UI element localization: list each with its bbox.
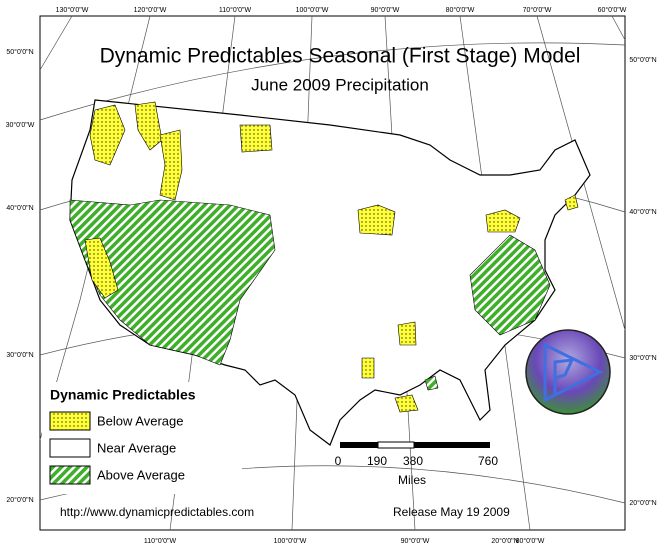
scale-label: 190 (367, 454, 387, 468)
graticule-labels: 130°0'0"W 120°0'0"W 110°0'0"W 100°0'0"W 90°0… (6, 6, 657, 545)
graticule-label: 20°0'0"N (6, 496, 33, 504)
graticule-label: 120°0'0"W (134, 6, 167, 14)
graticule-label: 40°0'0"N (6, 204, 33, 212)
legend: Dynamic Predictables Below Average Near … (42, 382, 242, 494)
graticule-label: 100°0'0"W (274, 537, 307, 545)
footer-release: Release May 19 2009 (393, 505, 510, 519)
footer-url: http://www.dynamicpredictables.com (60, 505, 254, 519)
legend-swatch (49, 438, 91, 458)
graticule-label: 50°0'0"N (629, 56, 656, 64)
graticule-label: 20°0'0"N (491, 537, 518, 545)
scale-bar: 0 190 380 760 Miles (335, 441, 498, 487)
legend-swatch (49, 411, 91, 431)
graticule-label: 80°0'0"W (446, 6, 475, 14)
graticule-label: 70°0'0"W (523, 6, 552, 14)
scale-segment (414, 442, 490, 448)
graticule-label: 100°0'0"W (296, 6, 329, 14)
logo-letter (553, 358, 575, 395)
legend-label: Above Average (97, 467, 185, 482)
graticule-label: 20°0'0"N (629, 499, 656, 507)
graticule-label: 60°0'0"W (598, 6, 627, 14)
graticule-label: 30°0'0"N (629, 354, 656, 362)
graticule-label: 130°0'0"W (56, 6, 89, 14)
scale-unit: Miles (398, 473, 426, 487)
graticule-label: 40°0'0"N (629, 208, 656, 216)
graticule-label: 30°0'0"W (6, 121, 35, 129)
above-average-regions (69, 199, 551, 391)
scale-segment (340, 442, 378, 448)
map-title: Dynamic Predictables Seasonal (First Sta… (100, 45, 581, 68)
scale-segment (377, 441, 415, 449)
graticule-label: 90°0'0"W (401, 537, 430, 545)
graticule-label: 50°0'0"N (6, 48, 33, 56)
graticule-label: 90°0'0"W (371, 6, 400, 14)
graticule-label: 80°0'0"W (516, 537, 545, 545)
legend-label: Near Average (97, 440, 176, 455)
scale-label: 760 (478, 454, 498, 468)
legend-title: Dynamic Predictables (50, 387, 196, 403)
scale-label: 380 (403, 454, 423, 468)
logo (525, 329, 611, 415)
graticule-label: 30°0'0"N (6, 351, 33, 359)
below-average-regions (84, 101, 579, 413)
scale-label: 0 (335, 454, 342, 468)
legend-label: Below Average (97, 413, 184, 428)
map-subtitle: June 2009 Precipitation (251, 75, 429, 94)
legend-swatch (49, 465, 91, 485)
graticule-label: 110°0'0"W (219, 6, 252, 14)
graticule-label: 110°0'0"W (144, 537, 177, 545)
